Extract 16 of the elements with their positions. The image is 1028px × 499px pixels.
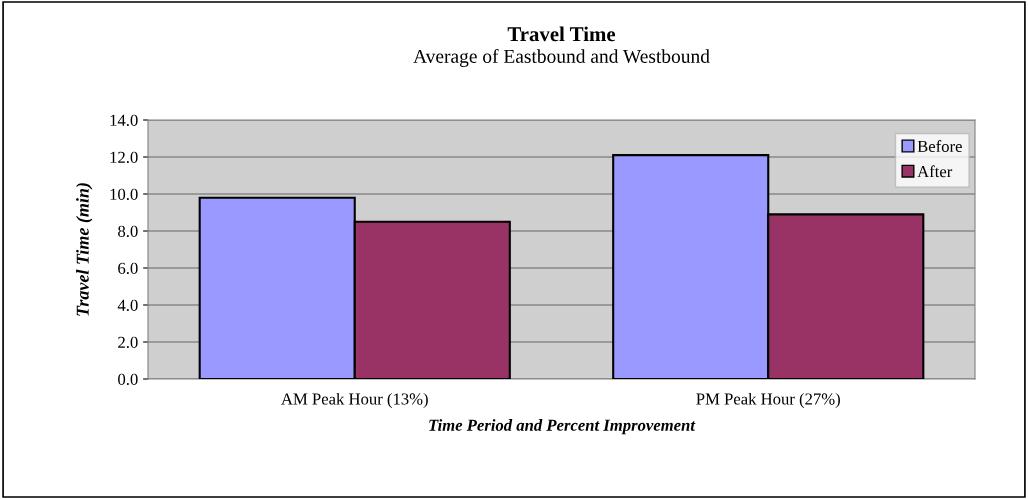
x-tick-label: PM Peak Hour (27%)	[696, 392, 840, 408]
x-tick-label: AM Peak Hour (13%)	[281, 392, 428, 408]
y-tick-label: 4.0	[117, 299, 138, 312]
y-tick-label: 0.0	[118, 373, 138, 386]
chart-title: Travel Time	[507, 26, 616, 42]
y-tick-label: 2.0	[118, 336, 138, 349]
y-tick-label: 6.0	[118, 262, 138, 275]
chart-subtitle: Average of Eastbound and Westbound	[413, 49, 710, 67]
y-tick-label: 14.0	[110, 114, 138, 127]
y-tick-label: 8.0	[118, 225, 138, 238]
legend-label: Before	[917, 140, 962, 153]
x-axis-title: Time Period and Percent Improvement	[429, 419, 696, 435]
y-tick-label: 10.0	[110, 188, 138, 201]
y-tick-label: 12.0	[110, 151, 138, 164]
y-axis-title: Travel Time (min)	[76, 183, 93, 316]
legend-label: After	[917, 165, 953, 178]
